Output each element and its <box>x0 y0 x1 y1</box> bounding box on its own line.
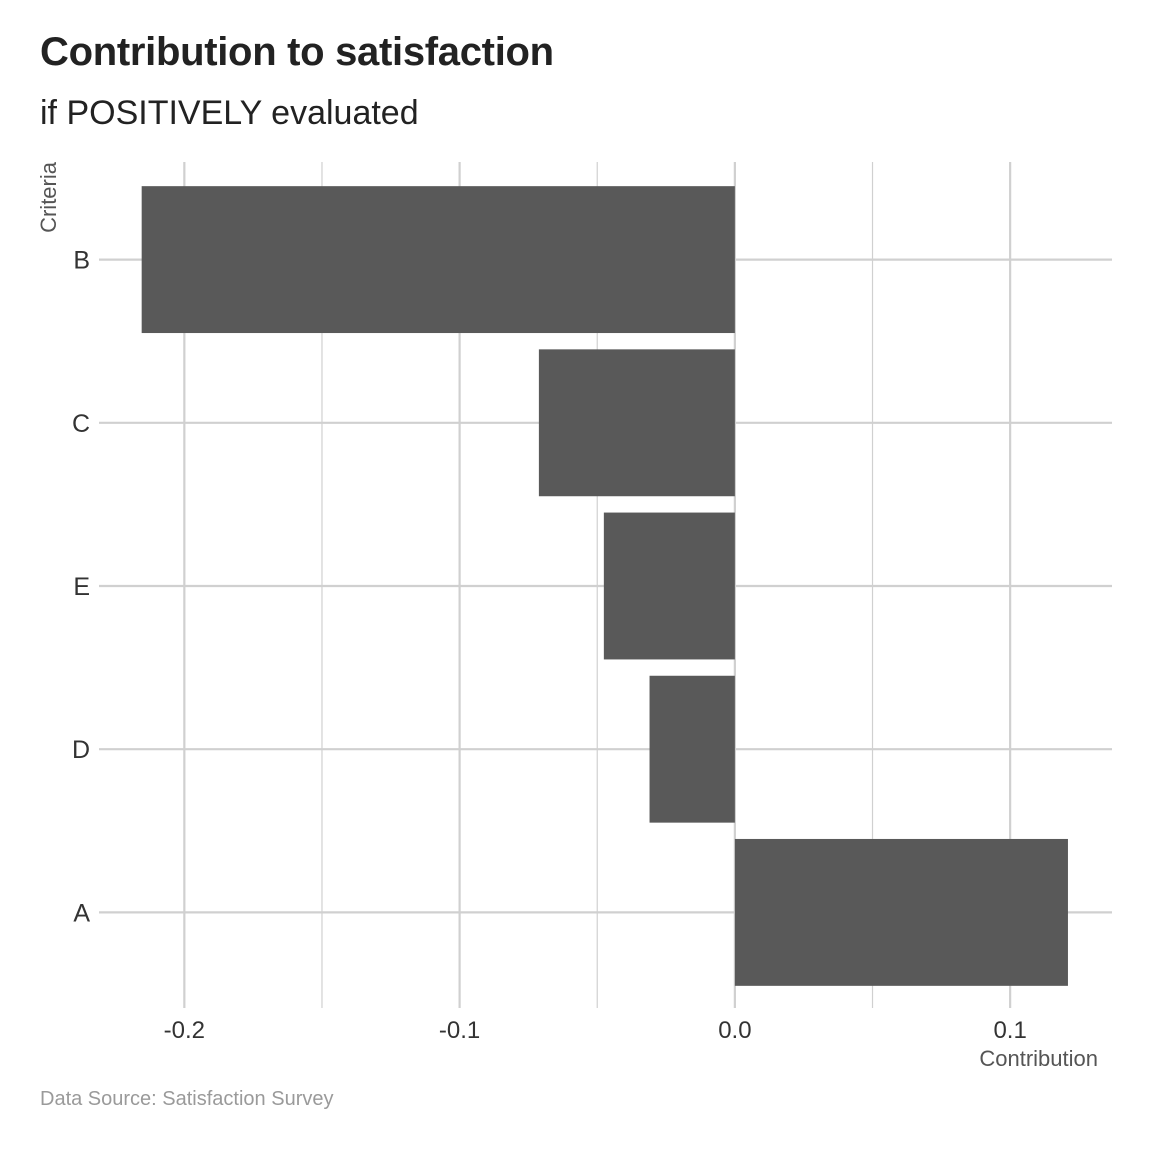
x-tick-label: 0.0 <box>718 1017 751 1044</box>
bar-c <box>538 349 735 497</box>
bars <box>141 186 1068 986</box>
chart-subtitle: if POSITIVELY evaluated <box>40 94 419 132</box>
y-tick-label: B <box>73 247 90 275</box>
y-axis-title: Criteria <box>36 161 61 233</box>
y-tick-label: A <box>73 899 90 927</box>
bar-b <box>141 186 735 334</box>
x-axis-title: Contribution <box>979 1046 1098 1071</box>
bar-e <box>603 512 735 660</box>
x-tick-label: -0.1 <box>439 1017 480 1044</box>
x-tick-label: 0.1 <box>993 1017 1026 1044</box>
y-tick-label: D <box>72 736 90 764</box>
y-tick-label: E <box>73 573 90 601</box>
bar-a <box>734 838 1068 986</box>
bar-d <box>649 675 735 823</box>
data-source-caption: Data Source: Satisfaction Survey <box>40 1088 334 1110</box>
tick-labels: -0.2 -0.1 0.0 0.1 B C E D A <box>72 247 1027 1044</box>
chart-title: Contribution to satisfaction <box>40 30 554 74</box>
x-tick-label: -0.2 <box>164 1017 205 1044</box>
y-tick-label: C <box>72 410 90 438</box>
